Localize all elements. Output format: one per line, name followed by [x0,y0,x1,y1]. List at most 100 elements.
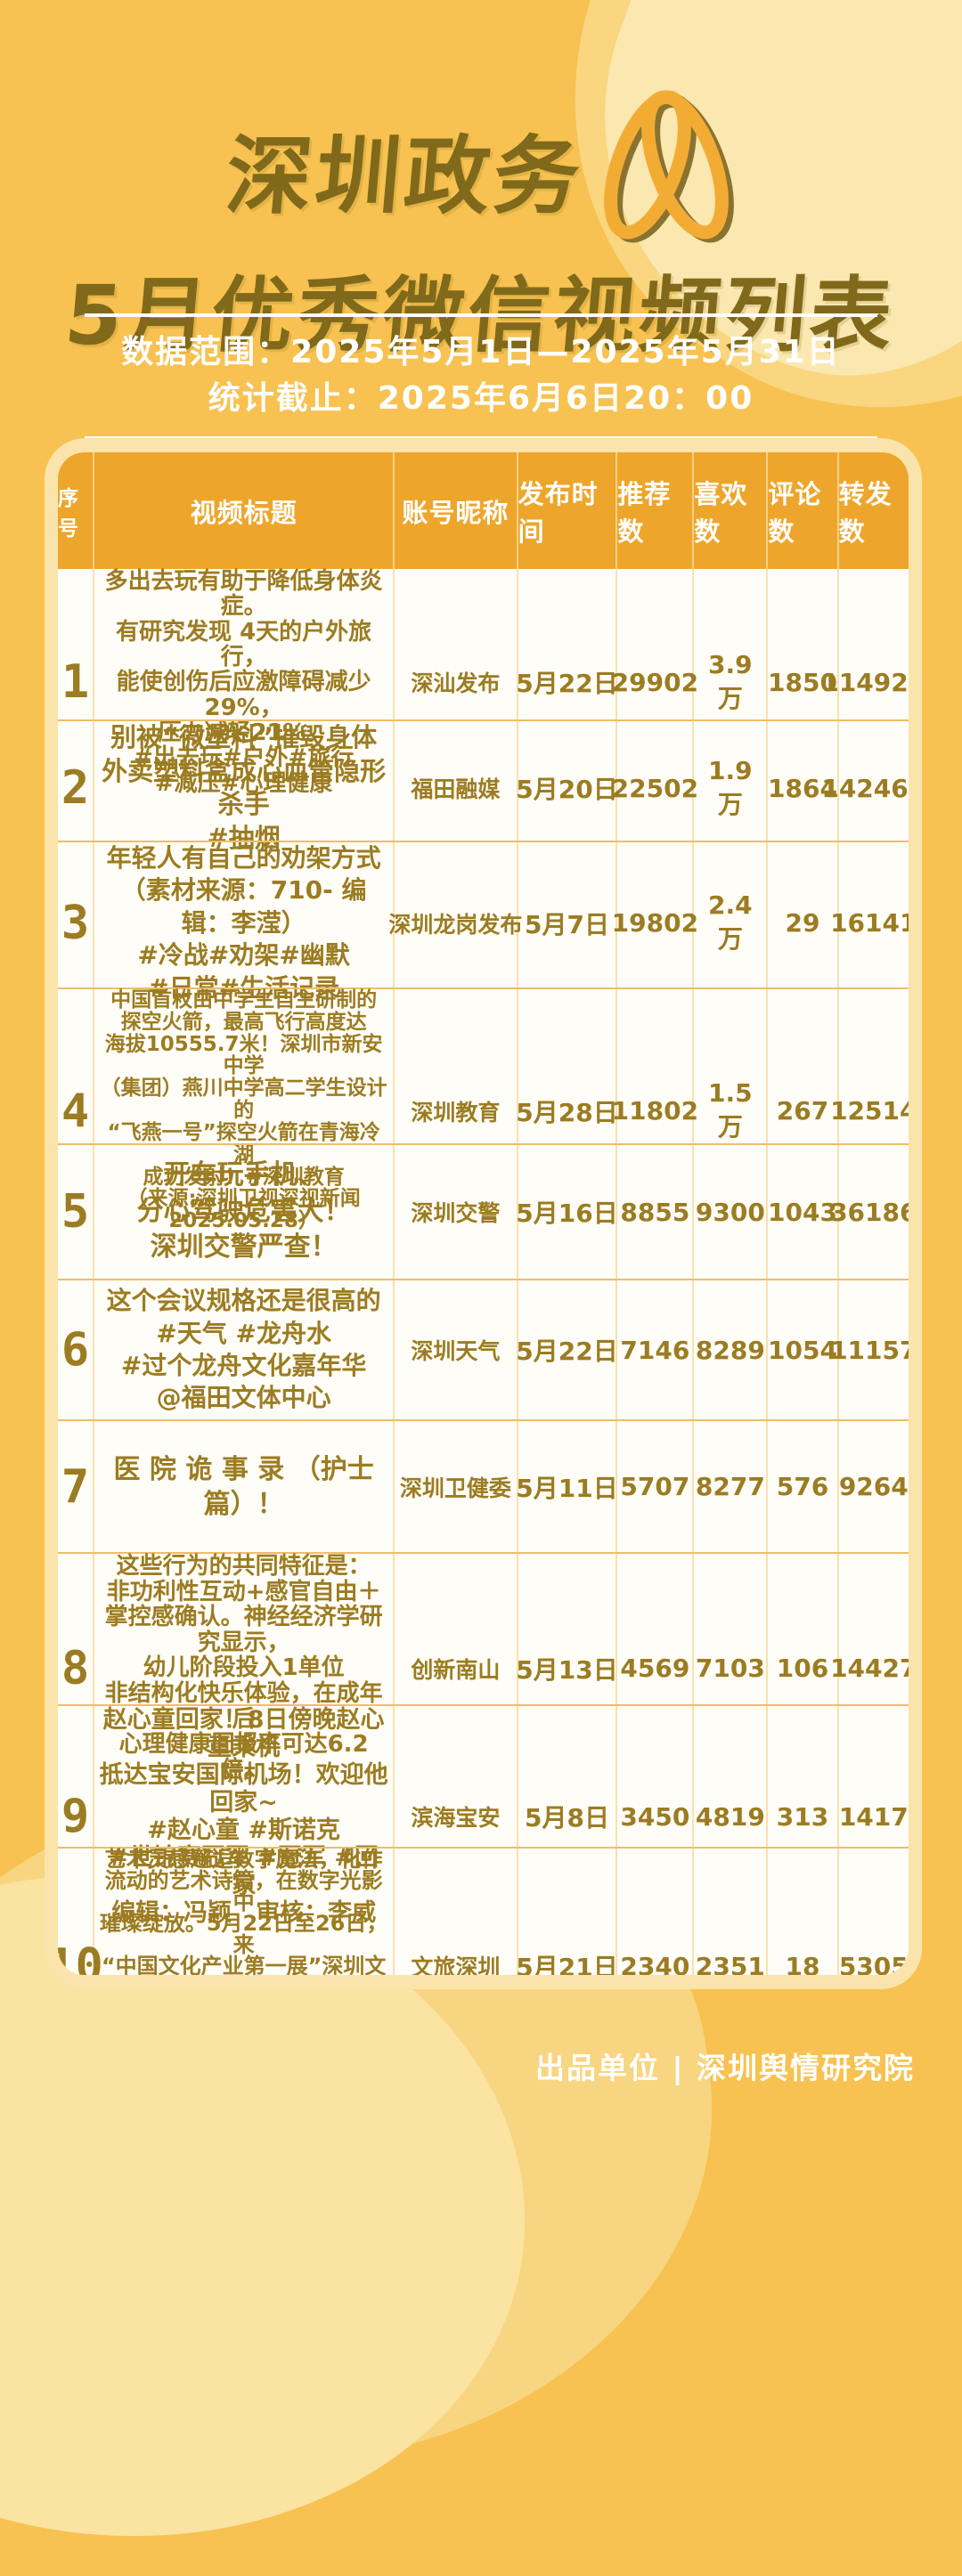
table-row: 9 赵心童回家！8日傍晚赵心童乘机 抵达宝安国际机场！欢迎他回家~ #赵心童 #… [58,1704,909,1928]
publish-date: 5月16日 [516,1145,618,1279]
recommend-count: 7146 [617,1280,695,1419]
row-index: 10 [58,1849,103,1975]
column-header-title: 视频标题 [94,452,395,569]
like-count: 3.9万 [694,569,769,796]
publish-date: 5月20日 [516,721,618,856]
publish-date: 5月22日 [516,569,618,796]
publish-date: 5月11日 [516,1421,618,1552]
comment-count: 106 [768,1554,839,1784]
recommend-count: 3450 [617,1706,695,1928]
table-row: 5 开车玩手机、 分心驾驶危害大！ 深圳交警严查！ 深圳交警 5月16日 885… [58,1143,909,1279]
publish-date: 5月28日 [516,989,618,1233]
account-name: 滨海宝安 [395,1706,518,1928]
comment-count: 576 [768,1421,839,1552]
video-title: 开车玩手机、 分心驾驶危害大！ 深圳交警严查！ [94,1145,395,1279]
table-row: 1 多出去玩有助于降低身体炎症。 有研究发现 4天的户外旅行， 能使创伤后应激障… [58,569,909,796]
table-row: 6 这个会议规格还是很高的 #天气 #龙舟水 #过个龙舟文化嘉年华 @福田文体中… [58,1279,909,1419]
video-list-table: 序号 视频标题 账号昵称 发布时间 推荐数 喜欢数 评论数 转发数 1 多出去玩… [58,452,909,1975]
column-header-comments: 评论数 [768,452,839,569]
publish-date: 5月22日 [516,1280,618,1419]
comment-count: 267 [768,989,839,1233]
like-count: 2.4万 [694,842,769,1004]
video-title: 赵心童回家！8日傍晚赵心童乘机 抵达宝安国际机场！欢迎他回家~ #赵心童 #斯诺… [94,1706,395,1928]
row-index: 6 [58,1280,95,1419]
row-index: 5 [58,1145,95,1279]
recommend-count: 22502 [612,721,698,856]
account-name: 文旅深圳 [395,1849,518,1975]
comment-count: 1850 [768,569,839,796]
column-header-no: 序号 [58,452,95,569]
recommend-count: 29902 [612,569,698,796]
data-range-banner: 数据范围：2025年5月1日—2025年5月31日 统计截止：2025年6月6日… [85,313,877,441]
recommend-count: 11802 [612,989,698,1233]
account-name: 深圳教育 [395,989,518,1233]
publish-date: 5月7日 [518,842,618,1004]
comment-count: 1054 [768,1280,839,1419]
like-count: 4819 [694,1706,769,1928]
account-name: 深圳交警 [395,1145,518,1279]
like-count: 9300 [694,1145,769,1279]
video-title: 医 院 诡 事 录 （护士篇）！ [94,1421,395,1552]
account-name: 福田融媒 [395,721,518,856]
column-header-recommends: 推荐数 [617,452,695,569]
column-header-likes: 喜欢数 [694,452,769,569]
account-name: 深汕发布 [395,569,518,796]
account-name: 深圳龙岗发布 [388,842,522,1004]
recommend-count: 4569 [617,1554,695,1784]
video-title: 艺术灵感邂逅数字魔法，化作 流动的艺术诗篇，在数字光影中 璀璨绽放。5月22日至… [94,1849,395,1975]
header: 深圳政务 5月优秀微信视频列表 [0,78,962,368]
share-count: 9264 [838,1472,909,1501]
comment-count: 1043 [768,1145,839,1279]
video-title: 别被“微塑料”摧毁身体 外卖塑料盒成心血管隐形杀手 #抽烟 [94,721,395,856]
share-count: 12514 [830,1096,909,1126]
video-title: 这个会议规格还是很高的 #天气 #龙舟水 #过个龙舟文化嘉年华 @福田文体中心 [94,1280,395,1419]
recommend-count: 5707 [617,1421,695,1552]
publish-date: 5月13日 [516,1554,618,1784]
wechat-channels-icon [604,89,734,243]
share-count: 1417 [838,1801,909,1832]
share-count: 114921 [821,667,909,697]
video-title: 中国首枚由中学生自主研制的 探空火箭，最高飞行高度达 海拔10555.7米！深圳… [94,989,395,1233]
table-row: 2 别被“微塑料”摧毁身体 外卖塑料盒成心血管隐形杀手 #抽烟 福田融媒 5月2… [58,719,909,856]
comment-count: 1864 [768,721,839,856]
account-name: 深圳天气 [395,1280,518,1419]
like-count: 7103 [694,1554,769,1784]
video-title: 这些行为的共同特征是： 非功利性互动+感官自由＋ 掌控感确认。神经经济学研究显示… [94,1554,395,1784]
row-index: 7 [58,1421,95,1552]
table-row: 8 这些行为的共同特征是： 非功利性互动+感官自由＋ 掌控感确认。神经经济学研究… [58,1552,909,1784]
column-header-date: 发布时间 [518,452,618,569]
table-row: 3 年轻人有自己的劝架方式 （素材来源：710- 编辑：李滢） #冷战#劝架#幽… [58,841,909,1004]
row-index: 2 [58,721,95,856]
share-count: 11157 [830,1335,909,1365]
comment-count: 18 [768,1849,839,1975]
account-name: 深圳卫健委 [395,1421,518,1552]
table-row: 10 艺术灵感邂逅数字魔法，化作 流动的艺术诗篇，在数字光影中 璀璨绽放。5月2… [58,1847,909,1975]
video-list-card: 序号 视频标题 账号昵称 发布时间 推荐数 喜欢数 评论数 转发数 1 多出去玩… [45,438,922,1989]
like-count: 1.9万 [694,721,769,856]
row-index: 3 [58,842,95,1004]
recommend-count: 19802 [612,842,698,1004]
comment-count: 29 [768,842,839,1004]
comment-count: 313 [768,1706,839,1928]
page-title-line1: 深圳政务 [222,126,588,226]
like-count: 8277 [694,1421,769,1552]
data-range-text: 数据范围：2025年5月1日—2025年5月31日 [121,334,841,370]
row-index: 4 [58,989,95,1233]
like-count: 1.5万 [694,989,769,1233]
share-count: 14427 [830,1654,909,1684]
video-title: 多出去玩有助于降低身体炎症。 有研究发现 4天的户外旅行， 能使创伤后应激障碍减… [94,569,395,796]
video-title: 年轻人有自己的劝架方式 （素材来源：710- 编辑：李滢） #冷战#劝架#幽默 … [94,842,395,1004]
row-index: 9 [58,1706,95,1928]
table-header-row: 序号 视频标题 账号昵称 发布时间 推荐数 喜欢数 评论数 转发数 [58,452,909,569]
share-count: 16141 [830,908,909,939]
row-index: 8 [58,1554,95,1784]
recommend-count: 8855 [617,1145,695,1279]
column-header-shares: 转发数 [838,478,893,547]
share-count: 5305 [838,1951,909,1976]
like-count: 8289 [694,1280,769,1419]
share-count: 36186 [830,1197,909,1227]
stats-cutoff-text: 统计截止：2025年6月6日20：00 [208,380,754,418]
table-row: 4 中国首枚由中学生自主研制的 探空火箭，最高飞行高度达 海拔10555.7米！… [58,987,909,1233]
column-header-account: 账号昵称 [395,452,518,569]
